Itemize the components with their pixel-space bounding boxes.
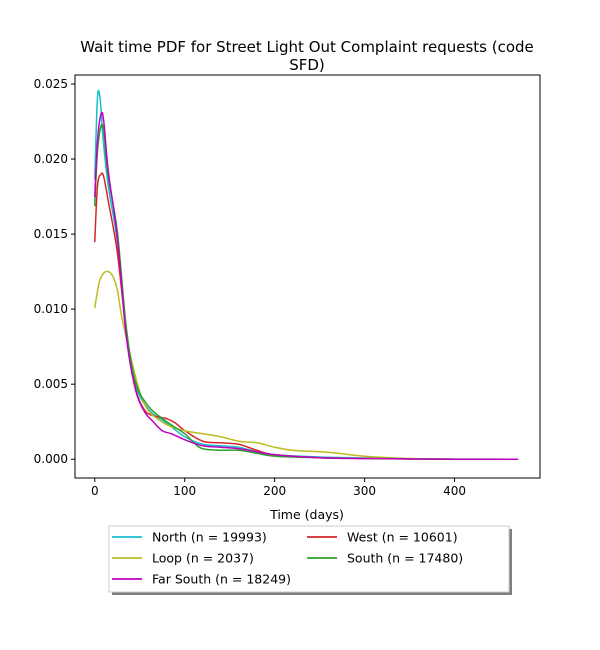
plot-frame [74, 74, 541, 479]
series-line-0 [94, 89, 519, 460]
y-tick-label-5: 0.025 [34, 77, 68, 91]
chart-title-line2: SFD) [289, 56, 325, 74]
legend-label-0: North (n = 19993) [152, 530, 267, 545]
x-tick-label-0: 0 [91, 484, 99, 498]
legend-label-2: Loop (n = 2037) [152, 551, 254, 566]
y-tick-label-1: 0.005 [34, 377, 68, 391]
y-tick-label-3: 0.015 [34, 227, 68, 241]
series-line-3 [94, 123, 519, 461]
x-axis: 0 100 200 300 400 [91, 478, 466, 498]
x-tick-label-3: 300 [353, 484, 376, 498]
y-tick-label-0: 0.000 [34, 452, 68, 466]
series-layer [94, 89, 519, 461]
series-line-4 [94, 111, 519, 461]
legend: North (n = 19993) West (n = 10601) Loop (n… [108, 525, 512, 595]
chart-title-line1: Wait time PDF for Street Light Out Compl… [80, 38, 534, 56]
y-axis: 0.000 0.005 0.010 0.015 0.020 0.025 [34, 77, 75, 466]
legend-label-3: South (n = 17480) [347, 551, 463, 566]
y-tick-label-4: 0.020 [34, 152, 68, 166]
x-tick-label-1: 100 [173, 484, 196, 498]
legend-label-1: West (n = 10601) [347, 530, 458, 545]
series-line-2 [94, 270, 519, 460]
y-tick-label-2: 0.010 [34, 302, 68, 316]
x-tick-label-4: 400 [443, 484, 466, 498]
legend-label-4: Far South (n = 18249) [152, 572, 291, 587]
x-axis-label: Time (days) [269, 507, 344, 522]
x-tick-label-2: 200 [263, 484, 286, 498]
